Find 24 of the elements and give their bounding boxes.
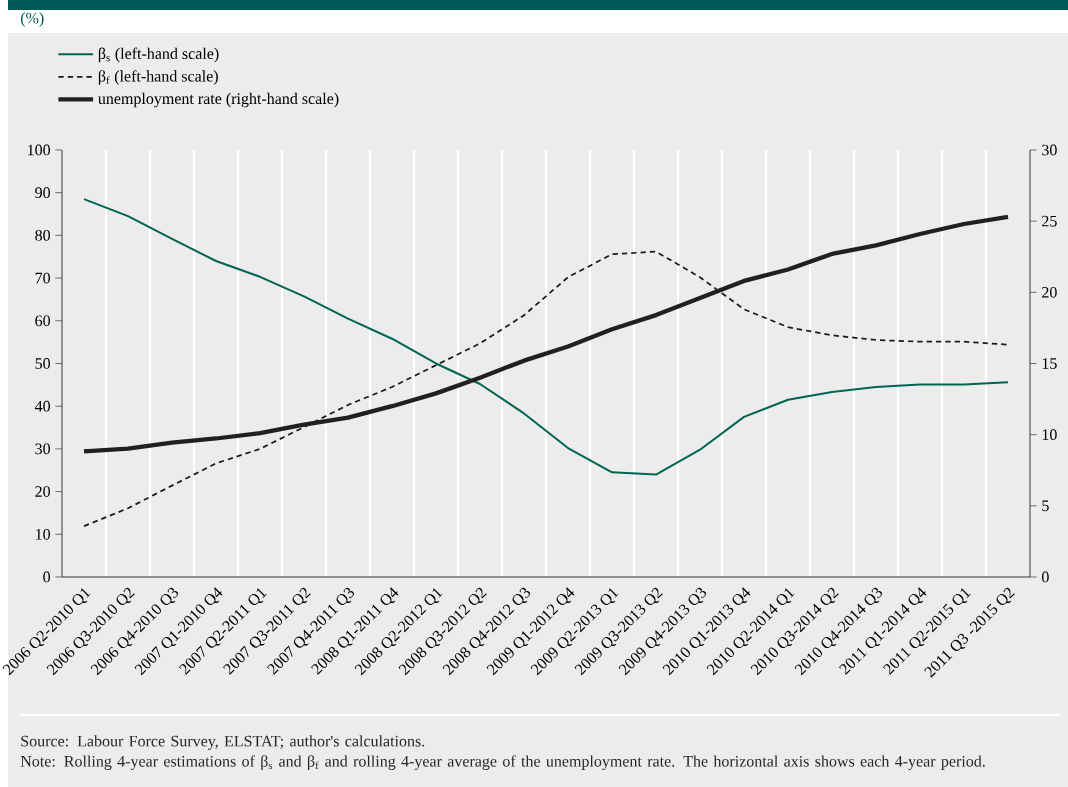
y2-tick-label: 5 — [1042, 500, 1049, 512]
y-tick-label: 10 — [36, 528, 51, 540]
text: Note: Rolling 4-year estimations of β$_{s}$ and β$_{f}$ and rolling 4-year average of the unemployment rate. The horizontal axis shows each 4-year period. — [20, 755, 985, 770]
y-tick-label: 100 — [28, 144, 51, 156]
legend-label: unemployment rate (right-hand scale) — [98, 92, 339, 108]
y-tick-label: 20 — [35, 486, 51, 497]
y2-tick-label: 30 — [1042, 144, 1057, 156]
y2-tick-label: 25 — [1042, 215, 1057, 227]
y-tick-label: 50 — [35, 358, 51, 369]
y2-tick-label: 15 — [1042, 358, 1057, 369]
y2-tick-label: 10 — [1042, 429, 1057, 441]
text: (%) — [20, 12, 44, 27]
y2-tick-label: 20 — [1042, 286, 1057, 298]
legend-label: β$_{f}$ (left-hand scale) — [98, 70, 218, 85]
y2-tick-label: 0 — [1041, 571, 1049, 583]
y-tick-label: 70 — [35, 272, 51, 284]
y-tick-label: 60 — [35, 315, 51, 327]
y-tick-label: 80 — [35, 229, 51, 241]
source-note: Source: Labour Force Survey, ELSTAT; author's calculations. — [21, 735, 425, 750]
legend-label: β$_{s}$ (left-hand scale) — [98, 47, 219, 63]
y-tick-label: 30 — [35, 443, 51, 455]
y-tick-label: 40 — [34, 400, 51, 412]
y-tick-label: 90 — [35, 187, 51, 199]
y-tick-label: 0 — [43, 571, 51, 583]
